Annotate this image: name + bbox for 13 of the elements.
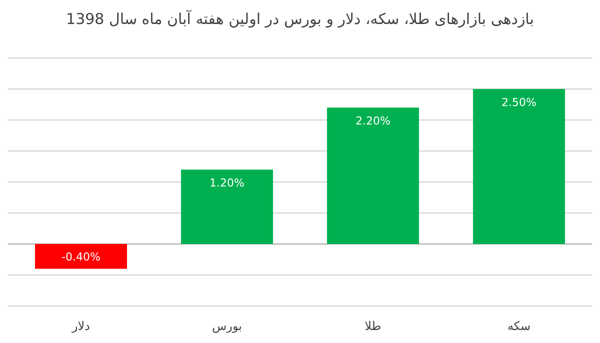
data-label: 2.50%: [502, 96, 536, 109]
x-tick-label: طلا: [364, 319, 382, 333]
bar: [181, 170, 273, 244]
bar: [473, 89, 565, 244]
chart-title: بازدهی بازارهای طلا، سکه، دلار و بورس در اولین هفته آبان ماه سال 1398: [66, 9, 534, 28]
data-label: 1.20%: [210, 176, 244, 190]
bar: [327, 108, 419, 244]
x-tick-label: دلار: [71, 319, 90, 333]
x-tick-label: بورس: [212, 319, 242, 333]
x-tick-label: سکه: [507, 319, 531, 333]
bar: [35, 244, 127, 269]
data-label: -0.40%: [62, 250, 100, 264]
data-label: 2.20%: [356, 114, 390, 128]
